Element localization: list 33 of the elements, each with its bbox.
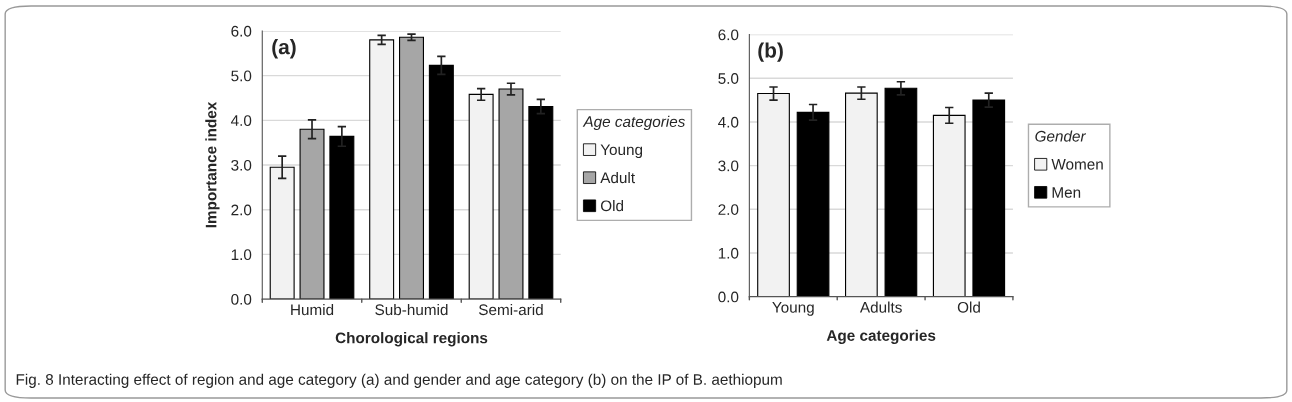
legend-title: Age categories [582,115,686,131]
y-tick-label: 1.0 [231,249,252,261]
legend-label: Women [1051,159,1103,170]
y-tick-label: 6.0 [231,25,252,37]
y-tick-label: 3.0 [231,159,252,171]
x-axis-title: Chorological regions [335,332,488,347]
legend-label: Adult [600,171,635,184]
y-tick-label: 4.0 [230,115,252,127]
x-axis-title: Age categories [826,329,936,344]
y-axis-title: Importance index [205,101,220,228]
legend-label: Men [1052,187,1081,198]
y-tick-label: 3.0 [718,160,739,172]
y-tick-label: 5.0 [231,70,252,82]
y-tick-label: 1.0 [718,247,739,259]
y-tick-label: 6.0 [718,29,739,41]
y-tick-label: 4.0 [718,116,739,128]
x-tick-label: Old [957,301,980,313]
y-tick-label: 0.0 [718,291,739,303]
x-tick-label: Humid [291,303,334,316]
caption: Fig. 8 Interacting effect of region and age category (a) and gender and age category (b) on the IP of B. aethiopum [16,373,782,388]
x-tick-label: Semi-arid [479,303,543,316]
x-tick-label: Adults [859,301,902,313]
y-tick-label: 2.0 [718,204,739,215]
x-tick-label: Young [772,302,814,316]
x-tick-label: Sub-humid [375,303,448,316]
legend-title: Gender [1035,130,1087,142]
y-tick-label: 2.0 [231,204,252,216]
legend-label: Young [600,144,643,159]
legend-label: Old [600,200,624,212]
y-tick-label: 0.0 [231,293,252,305]
chart-title: (b) [758,42,783,62]
y-tick-label: 5.0 [718,73,739,84]
chart-title: (a) [272,39,296,59]
